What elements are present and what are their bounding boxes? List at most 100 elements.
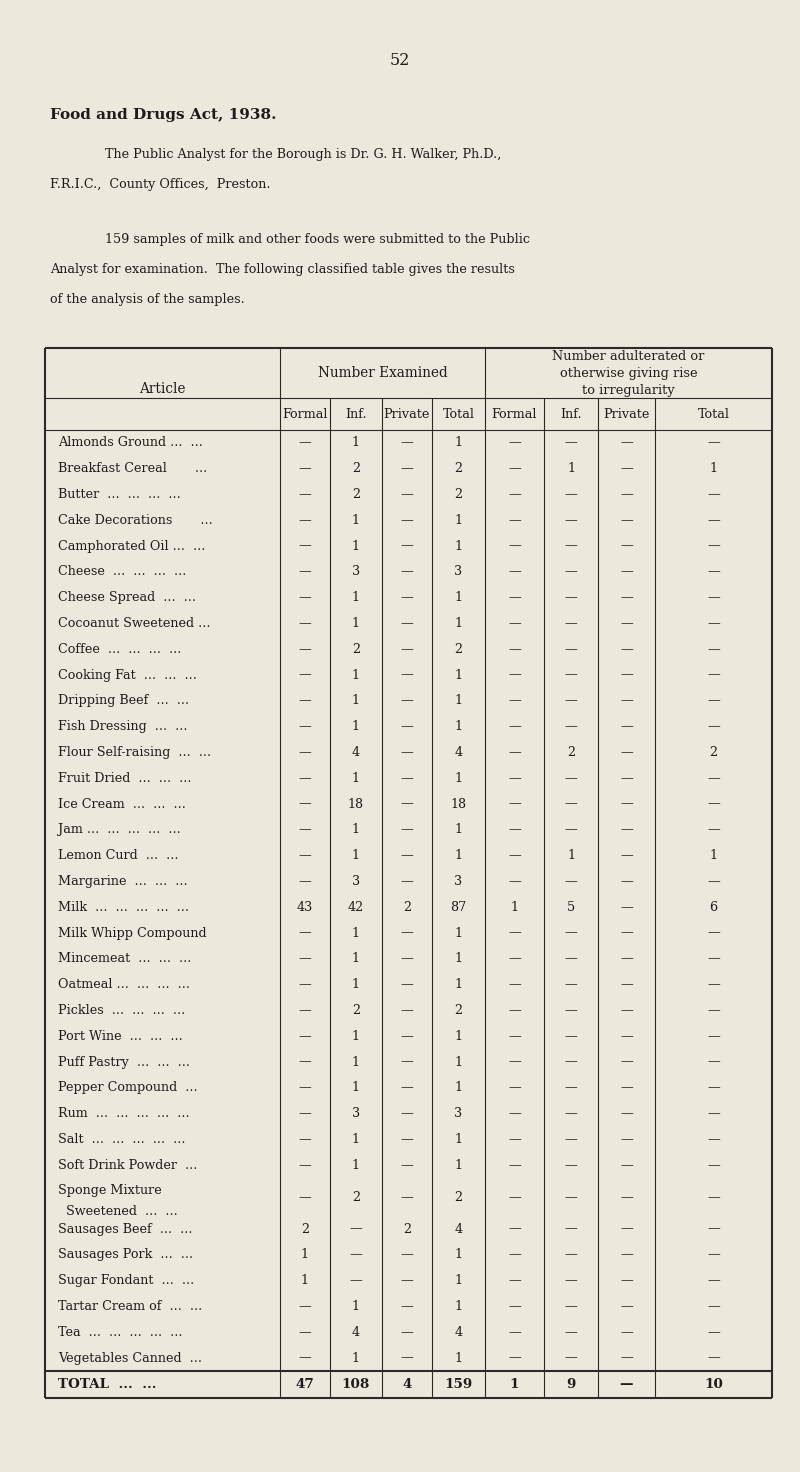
Text: The Public Analyst for the Borough is Dr. G. H. Walker, Ph.D.,: The Public Analyst for the Borough is Dr…: [105, 149, 502, 160]
Text: —: —: [707, 771, 720, 785]
Text: Number adulterated or
otherwise giving rise
to irregularity: Number adulterated or otherwise giving r…: [552, 349, 705, 396]
Text: —: —: [565, 514, 578, 527]
Text: 2: 2: [454, 489, 462, 500]
Text: 4: 4: [454, 1326, 462, 1340]
Text: —: —: [620, 643, 633, 657]
Text: —: —: [508, 592, 521, 604]
Text: —: —: [508, 462, 521, 475]
Text: 1: 1: [454, 514, 462, 527]
Text: 1: 1: [352, 720, 360, 733]
Text: —: —: [298, 823, 311, 836]
Text: 4: 4: [352, 1326, 360, 1340]
Text: Private: Private: [384, 408, 430, 421]
Text: —: —: [508, 1275, 521, 1287]
Text: —: —: [565, 540, 578, 552]
Text: —: —: [620, 1351, 633, 1365]
Text: Port Wine  ...  ...  ...: Port Wine ... ... ...: [58, 1030, 182, 1042]
Text: —: —: [508, 668, 521, 682]
Text: —: —: [620, 979, 633, 991]
Text: 108: 108: [342, 1378, 370, 1391]
Text: 2: 2: [301, 1223, 309, 1235]
Text: 1: 1: [454, 1055, 462, 1069]
Text: Sausages Beef  ...  ...: Sausages Beef ... ...: [58, 1223, 193, 1235]
Text: —: —: [298, 979, 311, 991]
Text: Cheese Spread  ...  ...: Cheese Spread ... ...: [58, 592, 196, 604]
Text: —: —: [508, 823, 521, 836]
Text: —: —: [508, 926, 521, 939]
Text: —: —: [508, 1248, 521, 1262]
Text: —: —: [620, 1300, 633, 1313]
Text: 1: 1: [301, 1248, 309, 1262]
Text: —: —: [401, 617, 414, 630]
Text: —: —: [707, 565, 720, 578]
Text: —: —: [620, 1326, 633, 1340]
Text: —: —: [508, 1004, 521, 1017]
Text: —: —: [707, 643, 720, 657]
Text: 2: 2: [454, 1191, 462, 1204]
Text: —: —: [298, 1055, 311, 1069]
Text: —: —: [298, 874, 311, 888]
Text: —: —: [565, 1055, 578, 1069]
Text: 1: 1: [352, 823, 360, 836]
Text: 1: 1: [352, 436, 360, 449]
Text: —: —: [298, 1326, 311, 1340]
Text: Inf.: Inf.: [560, 408, 582, 421]
Text: —: —: [565, 952, 578, 966]
Text: —: —: [298, 1030, 311, 1042]
Text: 1: 1: [301, 1275, 309, 1287]
Text: Coffee  ...  ...  ...  ...: Coffee ... ... ... ...: [58, 643, 182, 657]
Text: Milk  ...  ...  ...  ...  ...: Milk ... ... ... ... ...: [58, 901, 189, 914]
Text: —: —: [707, 1107, 720, 1120]
Text: 1: 1: [352, 926, 360, 939]
Text: —: —: [707, 1030, 720, 1042]
Text: —: —: [298, 540, 311, 552]
Text: —: —: [298, 952, 311, 966]
Text: —: —: [565, 823, 578, 836]
Text: —: —: [401, 1082, 414, 1094]
Text: 1: 1: [510, 1378, 519, 1391]
Text: —: —: [620, 1004, 633, 1017]
Text: —: —: [565, 1248, 578, 1262]
Text: 1: 1: [352, 1158, 360, 1172]
Text: 4: 4: [352, 746, 360, 760]
Text: —: —: [298, 1300, 311, 1313]
Text: —: —: [707, 926, 720, 939]
Text: —: —: [508, 1351, 521, 1365]
Text: 1: 1: [352, 1055, 360, 1069]
Text: 2: 2: [454, 1004, 462, 1017]
Text: Salt  ...  ...  ...  ...  ...: Salt ... ... ... ... ...: [58, 1133, 186, 1147]
Text: —: —: [508, 720, 521, 733]
Text: 2: 2: [352, 643, 360, 657]
Text: —: —: [620, 1223, 633, 1235]
Text: Camphorated Oil ...  ...: Camphorated Oil ... ...: [58, 540, 206, 552]
Text: —: —: [565, 1275, 578, 1287]
Text: —: —: [508, 695, 521, 708]
Text: 1: 1: [454, 1351, 462, 1365]
Text: —: —: [620, 1107, 633, 1120]
Text: Butter  ...  ...  ...  ...: Butter ... ... ... ...: [58, 489, 181, 500]
Text: of the analysis of the samples.: of the analysis of the samples.: [50, 293, 245, 306]
Text: —: —: [620, 1275, 633, 1287]
Text: Analyst for examination.  The following classified table gives the results: Analyst for examination. The following c…: [50, 263, 515, 277]
Text: —: —: [508, 1300, 521, 1313]
Text: Total: Total: [698, 408, 730, 421]
Text: —: —: [298, 462, 311, 475]
Text: —: —: [620, 1082, 633, 1094]
Text: —: —: [565, 643, 578, 657]
Text: —: —: [620, 926, 633, 939]
Text: —: —: [565, 874, 578, 888]
Text: —: —: [401, 746, 414, 760]
Text: —: —: [707, 617, 720, 630]
Text: 2: 2: [352, 1004, 360, 1017]
Text: Dripping Beef  ...  ...: Dripping Beef ... ...: [58, 695, 189, 708]
Text: —: —: [565, 1004, 578, 1017]
Text: —: —: [620, 1055, 633, 1069]
Text: 1: 1: [454, 771, 462, 785]
Text: Tartar Cream of  ...  ...: Tartar Cream of ... ...: [58, 1300, 202, 1313]
Text: 1: 1: [352, 979, 360, 991]
Text: 1: 1: [454, 1248, 462, 1262]
Text: Pickles  ...  ...  ...  ...: Pickles ... ... ... ...: [58, 1004, 186, 1017]
Text: —: —: [401, 489, 414, 500]
Text: —: —: [401, 436, 414, 449]
Text: —: —: [508, 540, 521, 552]
